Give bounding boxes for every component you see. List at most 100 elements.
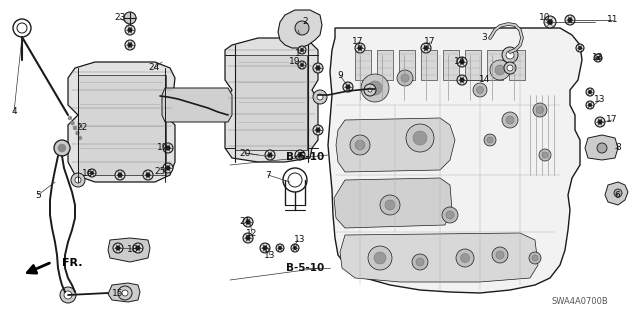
Circle shape	[487, 137, 493, 143]
Circle shape	[542, 152, 548, 158]
Circle shape	[260, 243, 270, 253]
Circle shape	[502, 47, 518, 63]
Text: 17: 17	[606, 115, 618, 124]
Circle shape	[90, 171, 94, 175]
Polygon shape	[328, 28, 582, 293]
Text: 12: 12	[246, 228, 258, 238]
Text: 6: 6	[614, 191, 620, 201]
Circle shape	[446, 211, 454, 219]
Circle shape	[163, 143, 173, 153]
Text: 9: 9	[337, 70, 343, 79]
Circle shape	[298, 61, 306, 69]
Bar	[443, 50, 459, 80]
Polygon shape	[605, 182, 628, 205]
Bar	[235, 55, 307, 150]
Circle shape	[128, 43, 132, 47]
Circle shape	[70, 121, 74, 125]
Text: 11: 11	[607, 16, 619, 25]
Circle shape	[568, 18, 572, 22]
Circle shape	[421, 43, 431, 53]
Circle shape	[532, 255, 538, 261]
Circle shape	[496, 251, 504, 259]
Circle shape	[492, 247, 508, 263]
Circle shape	[374, 252, 386, 264]
Circle shape	[118, 286, 132, 300]
Text: 13: 13	[294, 235, 306, 244]
Polygon shape	[225, 38, 318, 162]
Circle shape	[614, 189, 622, 197]
Circle shape	[166, 146, 170, 150]
Text: 16: 16	[83, 168, 93, 177]
Circle shape	[457, 57, 467, 67]
Circle shape	[246, 220, 250, 224]
Circle shape	[457, 75, 467, 85]
Circle shape	[125, 40, 135, 50]
Circle shape	[316, 128, 320, 132]
Text: 7: 7	[265, 170, 271, 180]
Circle shape	[597, 143, 607, 153]
Bar	[377, 50, 393, 80]
Polygon shape	[334, 178, 452, 228]
Circle shape	[507, 65, 513, 71]
Circle shape	[78, 136, 82, 140]
Text: 20: 20	[239, 149, 251, 158]
Circle shape	[495, 65, 505, 75]
Circle shape	[246, 236, 250, 240]
Circle shape	[124, 12, 136, 24]
Circle shape	[406, 124, 434, 152]
Circle shape	[506, 116, 514, 124]
Circle shape	[113, 243, 123, 253]
Circle shape	[544, 16, 556, 28]
Circle shape	[586, 101, 594, 109]
Circle shape	[116, 246, 120, 250]
Circle shape	[473, 83, 487, 97]
Circle shape	[596, 56, 600, 60]
Circle shape	[263, 246, 268, 250]
Circle shape	[118, 173, 122, 177]
Circle shape	[506, 51, 514, 59]
Circle shape	[355, 43, 365, 53]
Circle shape	[265, 150, 275, 160]
Circle shape	[350, 135, 370, 155]
Circle shape	[401, 74, 409, 82]
Text: 13: 13	[264, 250, 276, 259]
Circle shape	[576, 44, 584, 52]
Circle shape	[54, 140, 70, 156]
Bar	[355, 50, 371, 80]
Text: 13: 13	[595, 95, 605, 105]
Circle shape	[586, 88, 594, 96]
Circle shape	[300, 48, 304, 52]
Circle shape	[368, 81, 382, 95]
Circle shape	[243, 217, 253, 227]
Text: B-5-10: B-5-10	[286, 152, 324, 162]
Circle shape	[547, 19, 553, 25]
Circle shape	[73, 126, 77, 130]
Circle shape	[146, 173, 150, 177]
Circle shape	[358, 46, 362, 50]
Circle shape	[442, 207, 458, 223]
Bar	[421, 50, 437, 80]
Circle shape	[115, 170, 125, 180]
Circle shape	[536, 107, 543, 114]
Text: 13: 13	[592, 54, 604, 63]
Circle shape	[295, 150, 305, 160]
Text: 14: 14	[454, 57, 466, 66]
Text: 17: 17	[352, 38, 364, 47]
Text: 25: 25	[154, 167, 166, 176]
Circle shape	[313, 90, 327, 104]
Circle shape	[136, 246, 140, 250]
Circle shape	[163, 163, 173, 173]
Circle shape	[578, 46, 582, 50]
Circle shape	[461, 254, 470, 263]
Text: 19: 19	[157, 144, 169, 152]
Circle shape	[490, 60, 510, 80]
Circle shape	[539, 149, 551, 161]
Circle shape	[243, 233, 253, 243]
Circle shape	[300, 63, 304, 67]
Circle shape	[364, 84, 376, 96]
Circle shape	[460, 78, 464, 82]
Circle shape	[504, 62, 516, 74]
Circle shape	[122, 290, 128, 296]
Text: 17: 17	[424, 38, 436, 47]
Polygon shape	[340, 233, 538, 282]
